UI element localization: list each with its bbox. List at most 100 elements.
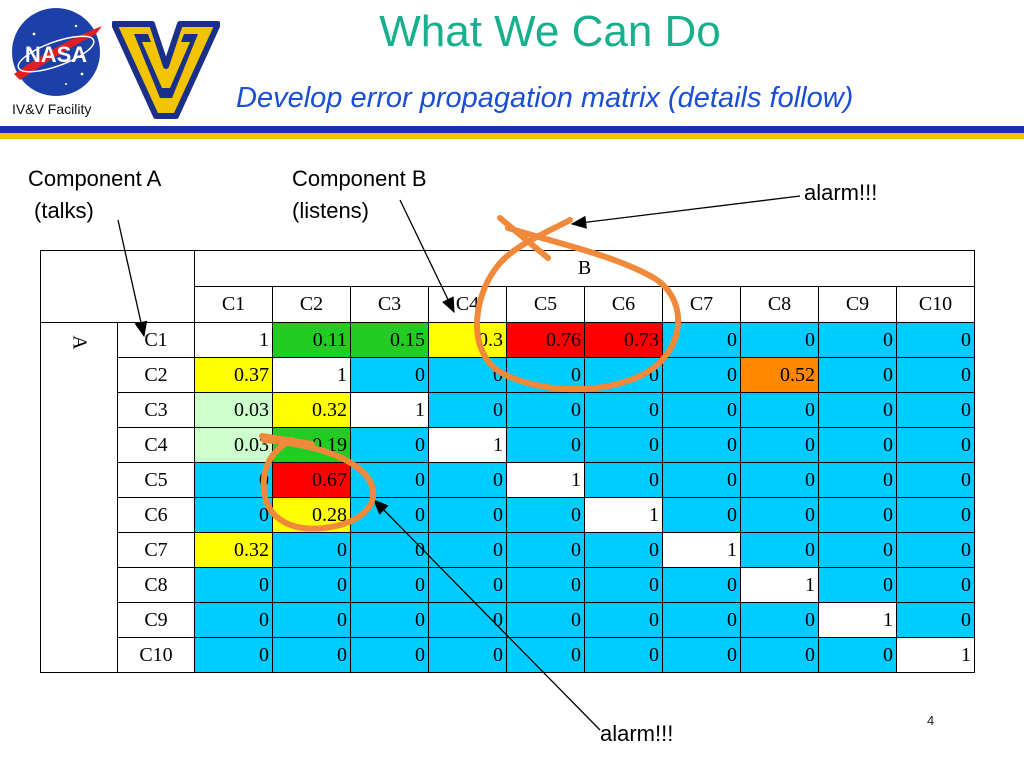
- matrix-cell: 0: [818, 462, 897, 498]
- row-header: C4: [117, 427, 195, 463]
- column-header: C6: [584, 286, 663, 323]
- matrix-cell: 0: [740, 637, 819, 673]
- column-header: C2: [272, 286, 351, 323]
- matrix-cell: 0: [896, 322, 975, 358]
- column-header: C10: [896, 286, 975, 323]
- arrow-component-a: [117, 219, 148, 338]
- matrix-cell: 0: [662, 392, 741, 428]
- arrow-alarm-bottom: [373, 499, 601, 731]
- matrix-row: C6 0 0.28 0 0 0 1 0 0 0 0: [41, 497, 975, 533]
- column-header: C5: [506, 286, 585, 323]
- matrix-cell: 0: [506, 497, 585, 533]
- facility-label: IV&V Facility: [12, 101, 92, 117]
- matrix-cell: 0: [818, 532, 897, 568]
- matrix-cell: 0.3: [428, 322, 507, 358]
- matrix-cell: 1: [506, 462, 585, 498]
- highlight-circle-bottom: [259, 433, 377, 532]
- matrix-row: C9 0 0 0 0 0 0 0 0 1 0: [41, 602, 975, 638]
- matrix-cell: 0.67: [272, 462, 351, 498]
- matrix-cell: 0: [662, 357, 741, 393]
- matrix-cell: 0: [818, 497, 897, 533]
- matrix-cell: 0: [818, 427, 897, 463]
- matrix-row: C4 0.03 0.19 0 1 0 0 0 0 0 0: [41, 427, 975, 463]
- header-rule-blue: [0, 126, 1024, 133]
- page-number: 4: [927, 713, 935, 728]
- matrix-row: C3 0.03 0.32 1 0 0 0 0 0 0 0: [41, 392, 975, 428]
- matrix-cell: 1: [662, 532, 741, 568]
- arrow-alarm-top: [570, 195, 801, 229]
- component-b-label: Component B: [292, 166, 427, 191]
- matrix-cell: 0: [662, 462, 741, 498]
- matrix-cell: 0: [584, 637, 663, 673]
- matrix-cell: 0.03: [194, 392, 273, 428]
- matrix-cell: 0: [740, 322, 819, 358]
- slide-title: What We Can Do: [379, 7, 721, 56]
- matrix-cell: 0: [428, 637, 507, 673]
- matrix-cell: 0: [350, 427, 429, 463]
- matrix-cell: 0: [740, 497, 819, 533]
- column-header: C3: [350, 286, 429, 323]
- matrix-cell: 0: [506, 532, 585, 568]
- row-header: C1: [117, 322, 195, 358]
- matrix-cell: 0: [896, 497, 975, 533]
- matrix-cell: 0: [896, 567, 975, 603]
- matrix-cell: 0: [662, 567, 741, 603]
- matrix-cell: 0: [896, 427, 975, 463]
- component-a-sublabel: (talks): [34, 198, 94, 223]
- matrix-cell: 1: [896, 637, 975, 673]
- matrix-cell: 0: [506, 602, 585, 638]
- highlight-circle-top: [474, 215, 682, 393]
- matrix-cell: 0: [896, 462, 975, 498]
- matrix-cell: 0: [584, 602, 663, 638]
- wv-logo: [112, 21, 220, 119]
- matrix-corner: [40, 250, 195, 323]
- component-b-sublabel: (listens): [292, 198, 370, 223]
- matrix-cell: 0: [350, 567, 429, 603]
- row-header: C5: [117, 462, 195, 498]
- matrix-cell: 1: [584, 497, 663, 533]
- matrix-cell: 0.15: [350, 322, 429, 358]
- alarm-label-bottom: alarm!!!: [600, 721, 674, 746]
- slide-subtitle: Develop error propagation matrix (detail…: [236, 82, 854, 114]
- svg-text:NASA: NASA: [25, 42, 87, 67]
- alarm-label-top: alarm!!!: [804, 180, 878, 205]
- matrix-cell: 0: [272, 602, 351, 638]
- column-header: C8: [740, 286, 819, 323]
- matrix-cell: 0: [896, 602, 975, 638]
- column-header: C4: [428, 286, 507, 323]
- matrix-cell: 0: [818, 637, 897, 673]
- matrix-cell: 0: [584, 427, 663, 463]
- matrix-cell: 1: [740, 567, 819, 603]
- matrix-cell: 0: [350, 602, 429, 638]
- component-a-label: Component A: [28, 166, 162, 191]
- matrix-cell: 0: [662, 602, 741, 638]
- matrix-cell: 0: [428, 357, 507, 393]
- matrix-cell: 0: [350, 637, 429, 673]
- matrix-cell: 0: [662, 637, 741, 673]
- matrix-cell: 0: [740, 462, 819, 498]
- matrix-cell: 0.32: [194, 532, 273, 568]
- matrix-cell: 1: [350, 392, 429, 428]
- matrix-cell: 0: [428, 602, 507, 638]
- matrix-cell: 0: [194, 462, 273, 498]
- matrix-cell: 0: [428, 532, 507, 568]
- row-header: C7: [117, 532, 195, 568]
- row-group-label-a: A: [40, 322, 118, 673]
- matrix-cell: 0: [194, 567, 273, 603]
- matrix-cell: 0: [350, 462, 429, 498]
- matrix-cell: 1: [194, 322, 273, 358]
- matrix-cell: 0: [584, 392, 663, 428]
- row-header: C9: [117, 602, 195, 638]
- matrix-cell: 0.03: [194, 427, 273, 463]
- row-header: C8: [117, 567, 195, 603]
- matrix-cell: 0: [662, 427, 741, 463]
- matrix-cell: 0: [818, 357, 897, 393]
- matrix-cell: 0: [506, 392, 585, 428]
- matrix-cell: 0: [740, 602, 819, 638]
- matrix-cell: 0: [428, 497, 507, 533]
- matrix-cell: 0: [272, 532, 351, 568]
- header-rule-gold: [0, 133, 1024, 139]
- matrix-cell: 1: [428, 427, 507, 463]
- matrix-cell: 0: [896, 532, 975, 568]
